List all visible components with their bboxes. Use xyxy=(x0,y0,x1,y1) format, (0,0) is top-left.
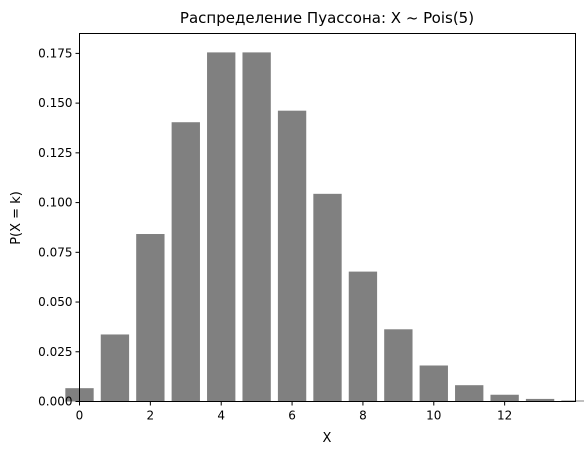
bar-7 xyxy=(313,193,342,402)
plot-frame xyxy=(79,33,576,402)
y-tick-label-2: 0.050 xyxy=(38,295,72,309)
x-tick-label-8: 8 xyxy=(359,409,367,423)
y-axis-label: P(X = k) xyxy=(9,191,24,245)
bar-3 xyxy=(171,122,200,402)
chart-title: Распределение Пуассона: X ~ Pois(5) xyxy=(180,9,474,27)
y-axis: 0.000 0.025 0.050 0.075 0.100 0.125 0.150 0.175 xyxy=(38,46,80,409)
bar-5 xyxy=(242,52,271,402)
bar-12 xyxy=(490,394,519,402)
x-tick-label-2: 2 xyxy=(147,409,155,423)
x-tick-label-4: 4 xyxy=(217,409,225,423)
bar-2 xyxy=(136,234,165,402)
bar-4 xyxy=(207,52,236,402)
x-tick-label-0: 0 xyxy=(76,409,84,423)
y-tick-label-6: 0.150 xyxy=(38,96,72,110)
bar-11 xyxy=(455,385,484,402)
x-axis-label: X xyxy=(323,431,332,446)
y-tick-label-3: 0.075 xyxy=(38,245,72,259)
bar-13 xyxy=(525,398,555,402)
y-tick-label-7: 0.175 xyxy=(38,46,72,60)
bar-9 xyxy=(384,329,413,402)
y-tick-label-4: 0.100 xyxy=(38,196,72,210)
x-tick-label-12: 12 xyxy=(497,409,512,423)
y-tick-label-1: 0.025 xyxy=(38,345,72,359)
bars-group xyxy=(65,52,584,402)
y-tick-label-0: 0.000 xyxy=(38,395,72,409)
x-axis: 0 2 4 6 8 10 12 xyxy=(76,401,512,423)
x-tick-label-6: 6 xyxy=(288,409,296,423)
bar-10 xyxy=(419,365,448,402)
x-tick-label-10: 10 xyxy=(426,409,441,423)
y-tick-label-5: 0.125 xyxy=(38,146,72,160)
bar-6 xyxy=(277,110,307,402)
bar-1 xyxy=(100,334,130,402)
bar-8 xyxy=(348,271,378,402)
